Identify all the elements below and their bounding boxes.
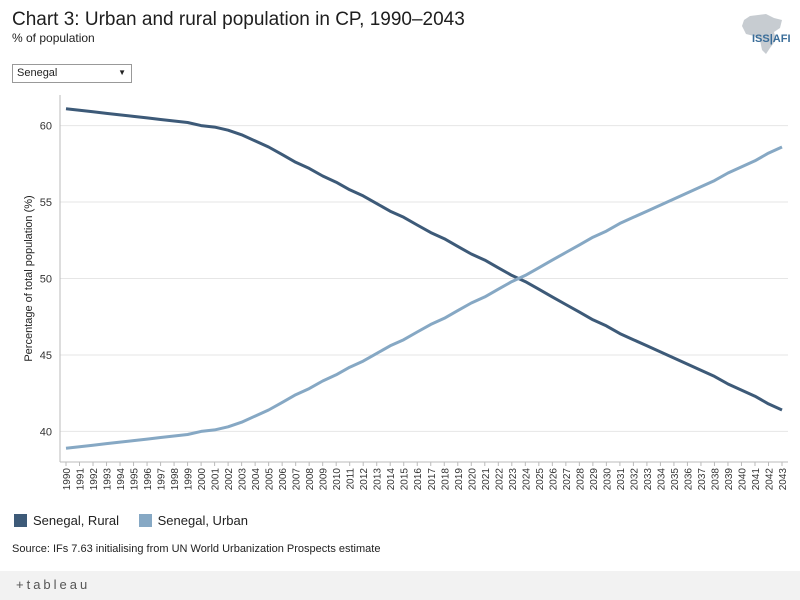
- chevron-down-icon: ▼: [118, 68, 126, 77]
- x-tick-label: 2017: [427, 468, 438, 491]
- x-tick-label: 1994: [116, 468, 127, 491]
- x-tick-label: 2010: [332, 468, 343, 491]
- legend-swatch-urban: [138, 514, 152, 527]
- tableau-footer: +tableau: [0, 571, 800, 600]
- x-tick-label: 1996: [143, 468, 154, 491]
- x-tick-label: 2028: [575, 468, 586, 491]
- x-tick-label: 2031: [616, 468, 627, 491]
- x-tick-label: 1998: [170, 468, 181, 491]
- y-tick-label: 50: [40, 274, 52, 286]
- x-tick-label: 2040: [737, 468, 748, 491]
- y-tick-label: 60: [40, 121, 52, 133]
- x-tick-label: 2035: [670, 468, 681, 491]
- tableau-logo[interactable]: +tableau: [16, 577, 91, 592]
- legend-swatch-rural: [14, 514, 27, 527]
- x-tick-label: 2029: [589, 468, 600, 491]
- x-tick-label: 2013: [373, 468, 384, 491]
- chart-subtitle: % of population: [12, 31, 95, 45]
- x-tick-label: 2000: [197, 468, 208, 491]
- x-tick-label: 1995: [130, 468, 141, 491]
- x-tick-label: 2008: [305, 468, 316, 491]
- x-tick-label: 2042: [764, 468, 775, 491]
- x-tick-label: 2026: [548, 468, 559, 491]
- x-tick-label: 2032: [629, 468, 640, 491]
- legend-label-rural: Senegal, Rural: [33, 513, 119, 528]
- y-axis-label: Percentage of total population (%): [23, 195, 35, 361]
- x-tick-label: 2030: [602, 468, 613, 491]
- x-tick-label: 1991: [76, 468, 87, 491]
- source-note: Source: IFs 7.63 initialising from UN Wo…: [12, 543, 381, 555]
- x-tick-label: 2012: [359, 468, 370, 491]
- x-tick-label: 2014: [386, 468, 397, 491]
- x-tick-label: 2007: [292, 468, 303, 491]
- africa-map-icon: [742, 14, 782, 54]
- y-tick-label: 45: [40, 350, 52, 362]
- x-tick-label: 1992: [89, 468, 100, 491]
- x-tick-label: 1997: [157, 468, 168, 491]
- x-tick-label: 2039: [724, 468, 735, 491]
- legend-item-urban[interactable]: Senegal, Urban: [138, 513, 248, 528]
- x-tick-label: 2019: [454, 468, 465, 491]
- x-tick-label: 2023: [508, 468, 519, 491]
- iss-afi-logo: ISS|AFI: [752, 33, 791, 45]
- series-line-urban: [65, 145, 783, 450]
- x-tick-label: 2021: [481, 468, 492, 491]
- x-tick-label: 1990: [62, 468, 73, 491]
- x-tick-label: 2038: [710, 468, 721, 491]
- x-tick-label: 2022: [494, 468, 505, 491]
- chart-title: Chart 3: Urban and rural population in C…: [12, 9, 465, 30]
- x-tick-label: 2033: [643, 468, 654, 491]
- x-tick-label: 2015: [400, 468, 411, 491]
- x-tick-label: 2006: [278, 468, 289, 491]
- x-tick-label: 2041: [751, 468, 762, 491]
- x-tick-label: 2005: [265, 468, 276, 491]
- x-tick-label: 2025: [535, 468, 546, 491]
- x-tick-label: 2004: [251, 468, 262, 491]
- x-tick-label: 1993: [103, 468, 114, 491]
- y-tick-label: 40: [40, 426, 52, 438]
- x-tick-label: 2043: [778, 468, 789, 491]
- x-tick-label: 2018: [440, 468, 451, 491]
- x-tick-label: 1999: [184, 468, 195, 491]
- line-chart: 40 45 50 55 60 Percentage of total population…: [23, 95, 789, 491]
- x-tick-label: 2003: [238, 468, 249, 491]
- legend: Senegal, Rural Senegal, Urban: [14, 513, 264, 530]
- x-tick-label: 2024: [521, 468, 532, 491]
- x-tick-label: 2037: [697, 468, 708, 491]
- x-tick-label: 2011: [346, 468, 357, 490]
- series-line-rural: [65, 107, 783, 412]
- country-filter-value: Senegal: [17, 67, 58, 79]
- x-tick-label: 2001: [211, 468, 222, 491]
- x-tick-label: 2020: [467, 468, 478, 491]
- x-tick-label: 2034: [656, 468, 667, 491]
- x-tick-label: 2002: [224, 468, 235, 491]
- x-tick-label: 2027: [562, 468, 573, 491]
- country-filter-dropdown[interactable]: Senegal ▼: [12, 64, 132, 83]
- x-tick-label: 2009: [319, 468, 330, 491]
- legend-item-rural[interactable]: Senegal, Rural: [14, 513, 119, 528]
- x-tick-label: 2036: [683, 468, 694, 491]
- legend-label-urban: Senegal, Urban: [157, 513, 248, 528]
- x-tick-label: 2016: [413, 468, 424, 491]
- y-tick-label: 55: [40, 197, 52, 209]
